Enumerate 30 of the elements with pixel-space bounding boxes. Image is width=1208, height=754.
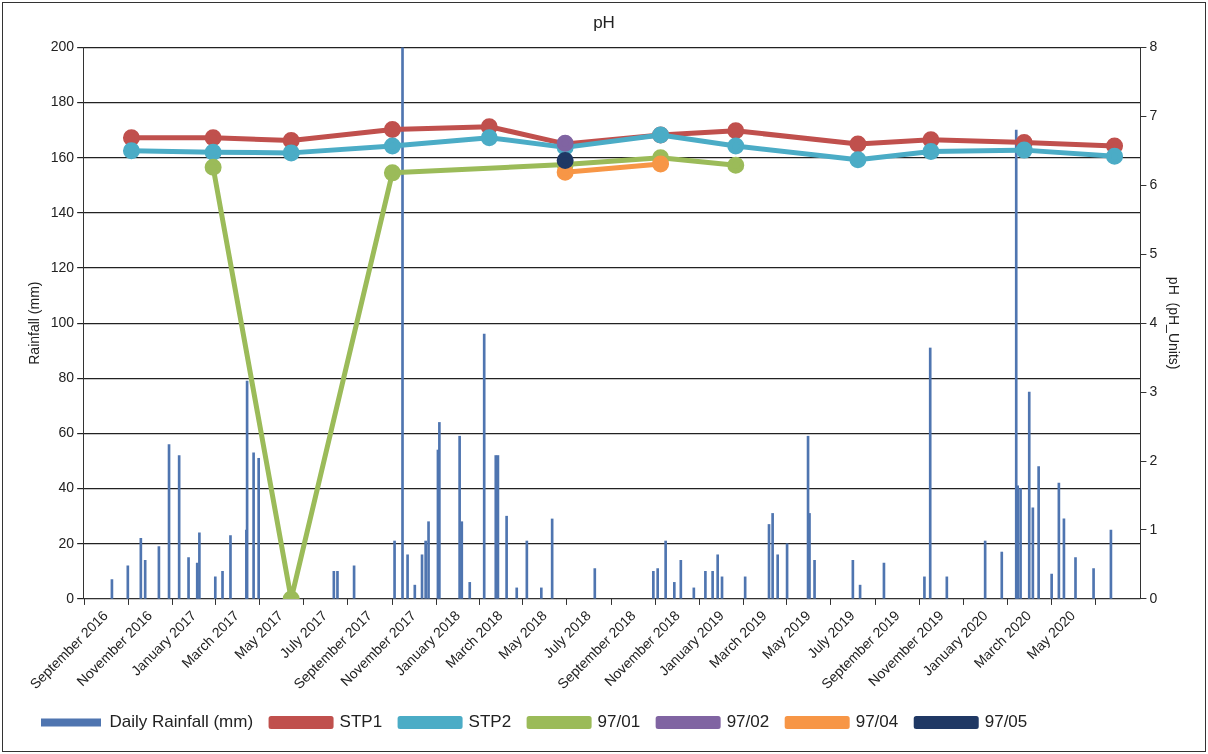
y-tick-label: 200 xyxy=(50,38,75,55)
chart-title: pH xyxy=(593,12,615,32)
y2-axis-title: pH (pH_Units) xyxy=(1165,276,1182,370)
y-axis-title: Rainfall (mm) xyxy=(26,281,43,365)
y-tick-label: 180 xyxy=(50,93,75,110)
y-tick-label: 20 xyxy=(58,534,75,551)
y2-tick-label: 8 xyxy=(1149,38,1158,55)
y-tick-label: 160 xyxy=(50,148,75,165)
y2-tick-label: 5 xyxy=(1149,245,1158,262)
y2-tick-label: 1 xyxy=(1149,520,1158,537)
y-tick-label: 80 xyxy=(58,369,75,386)
y-tick-label: 120 xyxy=(50,258,75,275)
legend-label: 97/04 xyxy=(855,712,899,732)
y-tick-label: 140 xyxy=(50,203,75,220)
y2-tick-label: 3 xyxy=(1149,382,1158,399)
legend-label: 97/02 xyxy=(726,712,770,732)
legend-label: 97/01 xyxy=(597,712,641,732)
y-tick-label: 0 xyxy=(66,589,75,606)
y2-tick-label: 2 xyxy=(1149,451,1158,468)
legend-label: Daily Rainfall (mm) xyxy=(109,712,254,732)
y-tick-label: 40 xyxy=(58,479,75,496)
y-tick-label: 60 xyxy=(58,424,75,441)
y-tick-label: 100 xyxy=(50,314,75,331)
y2-tick-label: 4 xyxy=(1149,314,1158,331)
y2-tick-label: 7 xyxy=(1149,107,1158,124)
y2-tick-label: 6 xyxy=(1149,176,1158,193)
legend-label: STP1 xyxy=(339,712,383,732)
legend-label: 97/05 xyxy=(984,712,1028,732)
y2-tick-label: 0 xyxy=(1149,589,1158,606)
legend-label: STP2 xyxy=(468,712,512,732)
